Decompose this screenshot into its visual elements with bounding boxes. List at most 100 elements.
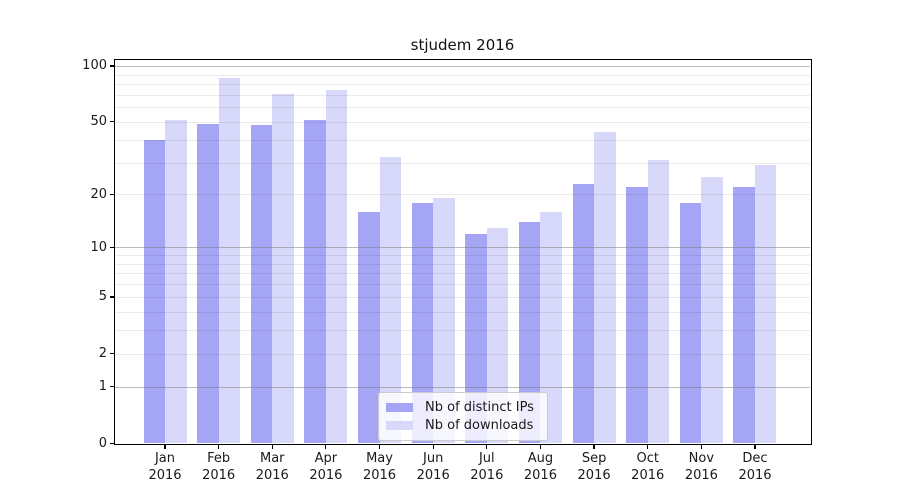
bar-downloads-aug xyxy=(540,211,562,444)
x-tick-label-nov: Nov 2016 xyxy=(671,450,731,484)
legend-item-distinct-ips: Nb of distinct IPs xyxy=(386,398,538,416)
bar-downloads-jan xyxy=(165,120,187,444)
minor-gridline-50 xyxy=(115,121,810,123)
y-tick-mark-5 xyxy=(110,296,115,298)
x-tick-month: Feb xyxy=(207,451,231,466)
minor-gridline-4 xyxy=(115,311,810,313)
x-tick-label-feb: Feb 2016 xyxy=(189,450,249,484)
bar-ips-oct xyxy=(626,187,648,444)
y-tick-label-1: 1 xyxy=(98,379,107,395)
minor-gridline-5 xyxy=(115,296,810,298)
x-tick-year: 2016 xyxy=(684,468,718,483)
x-tick-month: Mar xyxy=(260,451,285,466)
chart-title: stjudem 2016 xyxy=(410,36,515,54)
x-tick-month: Jun xyxy=(423,451,444,466)
major-gridline-1 xyxy=(115,386,810,388)
y-tick-mark-0 xyxy=(110,442,115,445)
minor-gridline-20 xyxy=(115,194,810,196)
x-tick-label-jun: Jun 2016 xyxy=(403,450,463,484)
y-tick-mark-20 xyxy=(110,193,115,196)
y-tick-label-10: 10 xyxy=(90,239,107,255)
x-tick-label-dec: Dec 2016 xyxy=(725,450,785,484)
y-tick-label-0: 0 xyxy=(98,436,107,451)
x-tick-month: May xyxy=(366,451,393,466)
bar-ips-jul xyxy=(465,233,487,444)
minor-gridline-70 xyxy=(115,94,810,96)
bar-ips-mar xyxy=(250,125,273,444)
minor-gridline-8 xyxy=(115,263,810,265)
bar-downloads-jun xyxy=(433,198,455,444)
minor-gridline-90 xyxy=(115,74,810,76)
plot-area xyxy=(115,60,810,444)
bar-downloads-may xyxy=(379,157,402,444)
bar-ips-jan xyxy=(143,139,165,444)
x-tick-mark-jun xyxy=(432,444,434,449)
y-tick-label-2: 2 xyxy=(98,346,107,362)
major-gridline-10 xyxy=(115,247,810,249)
y-tick-mark-10 xyxy=(110,246,115,248)
y-tick-label-20: 20 xyxy=(90,186,107,202)
minor-gridline-7 xyxy=(115,273,810,275)
legend-swatch-downloads xyxy=(386,420,413,430)
x-tick-year: 2016 xyxy=(577,468,611,483)
legend: Nb of distinct IPs Nb of downloads xyxy=(378,392,548,441)
x-tick-month: Sep xyxy=(581,451,607,466)
bar-ips-apr xyxy=(304,120,326,444)
minor-gridline-60 xyxy=(115,107,810,109)
minor-gridline-80 xyxy=(115,84,810,86)
x-tick-year: 2016 xyxy=(523,468,557,483)
x-tick-mark-oct xyxy=(647,444,649,449)
x-tick-mark-may xyxy=(378,444,381,449)
bar-downloads-mar xyxy=(272,93,294,444)
bar-downloads-feb xyxy=(218,78,241,444)
y-tick-mark-2 xyxy=(110,353,115,355)
x-tick-mark-dec xyxy=(754,444,756,449)
y-tick-mark-1 xyxy=(110,386,115,388)
x-tick-mark-jan xyxy=(164,444,166,449)
x-tick-mark-jul xyxy=(486,444,488,449)
x-tick-mark-nov xyxy=(700,444,702,449)
y-tick-label-5: 5 xyxy=(98,289,107,305)
x-tick-month: Oct xyxy=(636,451,659,466)
x-tick-month: Jan xyxy=(154,451,176,466)
x-tick-year: 2016 xyxy=(202,468,236,483)
bar-downloads-sep xyxy=(594,132,616,444)
legend-swatch-distinct-ips xyxy=(386,402,413,412)
x-tick-mark-mar xyxy=(271,444,273,449)
minor-gridline-9 xyxy=(115,255,810,257)
x-tick-label-may: May 2016 xyxy=(350,450,410,484)
minor-gridline-3 xyxy=(115,330,810,332)
x-tick-year: 2016 xyxy=(255,468,289,483)
legend-item-downloads: Nb of downloads xyxy=(386,416,538,434)
x-tick-month: Aug xyxy=(527,451,554,466)
x-tick-mark-aug xyxy=(539,444,542,449)
x-tick-year: 2016 xyxy=(631,468,665,483)
major-gridline-100 xyxy=(115,65,810,67)
x-tick-year: 2016 xyxy=(362,468,397,483)
x-tick-year: 2016 xyxy=(738,468,772,483)
y-tick-mark-100 xyxy=(110,65,115,67)
x-tick-label-jan: Jan 2016 xyxy=(135,450,195,484)
x-tick-month: Apr xyxy=(314,451,338,466)
bar-downloads-jul xyxy=(486,227,509,444)
bar-downloads-dec xyxy=(754,165,777,444)
x-tick-month: Dec xyxy=(742,451,768,466)
minor-gridline-2 xyxy=(115,353,810,355)
y-tick-mark-50 xyxy=(110,121,115,123)
bar-ips-aug xyxy=(518,221,541,444)
bar-ips-feb xyxy=(197,123,219,444)
x-tick-mark-feb xyxy=(218,444,220,449)
bar-downloads-apr xyxy=(325,90,348,444)
x-tick-month: Jul xyxy=(478,451,495,466)
legend-label-distinct-ips: Nb of distinct IPs xyxy=(425,399,534,415)
x-tick-mark-apr xyxy=(325,444,327,449)
x-tick-label-jul: Jul 2016 xyxy=(457,450,517,484)
legend-label-downloads: Nb of downloads xyxy=(425,417,534,433)
x-tick-month: Nov xyxy=(688,451,715,466)
bar-downloads-nov xyxy=(701,176,723,444)
x-tick-mark-sep xyxy=(593,444,595,449)
x-tick-year: 2016 xyxy=(309,468,343,483)
x-tick-label-mar: Mar 2016 xyxy=(242,450,302,484)
x-tick-year: 2016 xyxy=(470,468,504,483)
y-tick-label-50: 50 xyxy=(90,114,107,130)
